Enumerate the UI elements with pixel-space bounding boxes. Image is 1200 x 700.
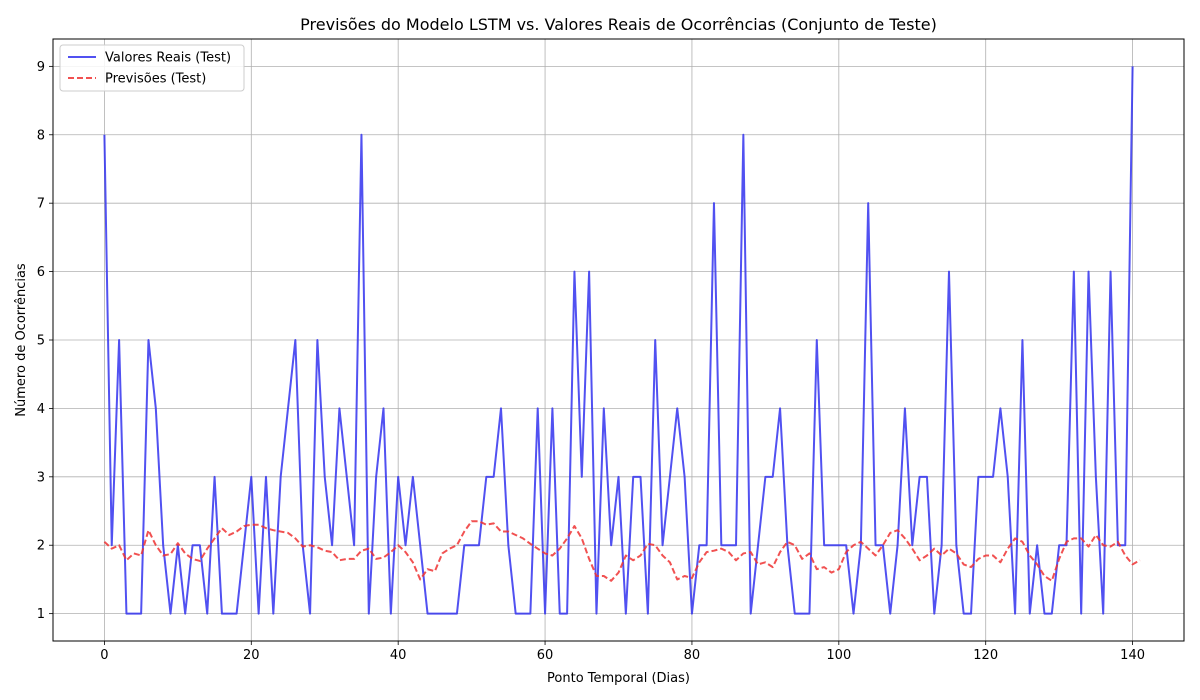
chart-title: Previsões do Modelo LSTM vs. Valores Rea… — [300, 15, 937, 34]
y-tick-label: 9 — [37, 60, 45, 75]
y-tick-label: 8 — [37, 128, 45, 143]
y-tick-label: 5 — [37, 334, 45, 349]
x-tick-label: 120 — [973, 648, 998, 663]
y-tick-label: 1 — [37, 607, 45, 622]
legend-box — [59, 44, 245, 92]
series-line-forecast — [103, 520, 1141, 582]
x-tick-label: 80 — [684, 648, 701, 663]
y-tick-label: 3 — [37, 470, 45, 485]
y-axis-ticks: 1 2 3 4 5 6 7 8 9 — [37, 60, 53, 622]
series-lines — [103, 66, 1141, 615]
y-tick-label: 4 — [37, 402, 45, 417]
y-axis-label: Número de Ocorrências — [14, 263, 29, 417]
y-tick-label: 7 — [37, 197, 45, 212]
x-axis-label: Ponto Temporal (Dias) — [547, 671, 690, 686]
x-tick-label: 40 — [390, 648, 407, 663]
legend-label-real: Valores Reais (Test) — [105, 51, 231, 66]
x-tick-label: 100 — [826, 648, 851, 663]
x-tick-label: 60 — [537, 648, 554, 663]
grid — [53, 39, 1184, 641]
legend-label-forecast: Previsões (Test) — [105, 72, 206, 87]
y-tick-label: 6 — [37, 265, 45, 280]
x-axis-ticks: 0 20 40 60 80 100 120 140 — [100, 641, 1145, 663]
x-tick-label: 140 — [1120, 648, 1145, 663]
x-tick-label: 0 — [100, 648, 108, 663]
y-tick-label: 2 — [37, 539, 45, 554]
x-tick-label: 20 — [243, 648, 260, 663]
series-line-real — [103, 66, 1134, 615]
legend: Valores Reais (Test) Previsões (Test) — [59, 44, 245, 92]
